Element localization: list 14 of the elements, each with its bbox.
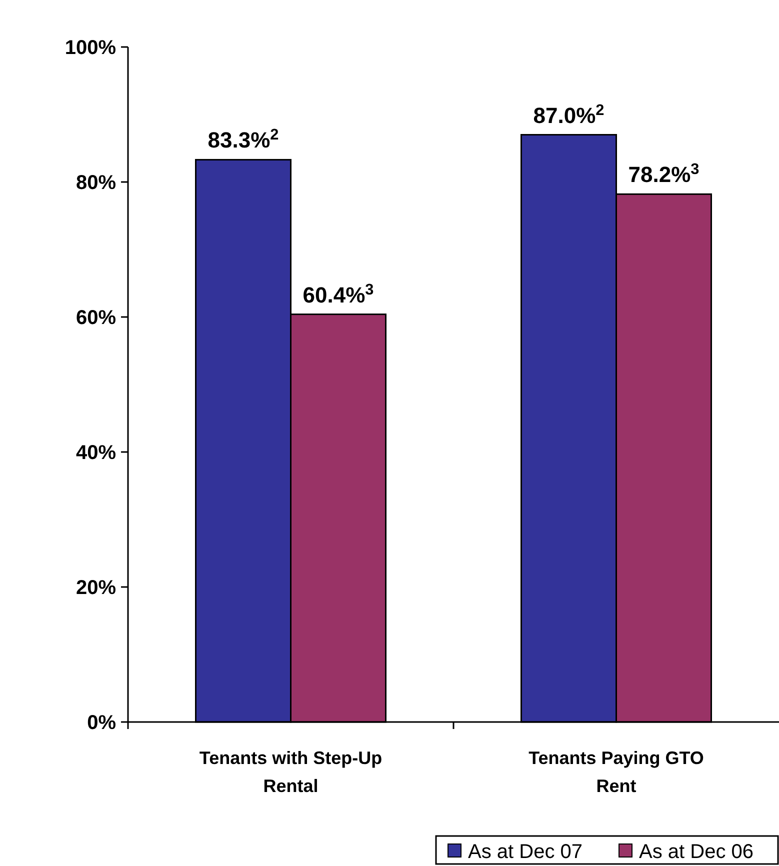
y-tick-label: 100% <box>64 37 116 59</box>
y-tick-label: 20% <box>76 577 116 599</box>
data-label: 60.4%$^{3}$ <box>302 280 374 308</box>
legend-label: As at Dec 07 <box>468 841 583 863</box>
data-label: 78.2%$^{3}$ <box>628 160 700 188</box>
data-label: 83.3%$^{2}$ <box>208 126 279 153</box>
y-tick-label: 0% <box>87 712 116 734</box>
y-tick-label: 60% <box>76 307 116 329</box>
x-tick-label: Tenants with Step-Up Rental <box>199 748 382 796</box>
legend-label: As at Dec 06 <box>639 841 754 863</box>
y-tick-label: 80% <box>76 172 116 194</box>
x-tick-label: Tenants Paying GTO Rent <box>528 748 704 796</box>
y-tick-label: 40% <box>76 442 116 464</box>
data-label: 87.0%$^{2}$ <box>533 101 604 128</box>
